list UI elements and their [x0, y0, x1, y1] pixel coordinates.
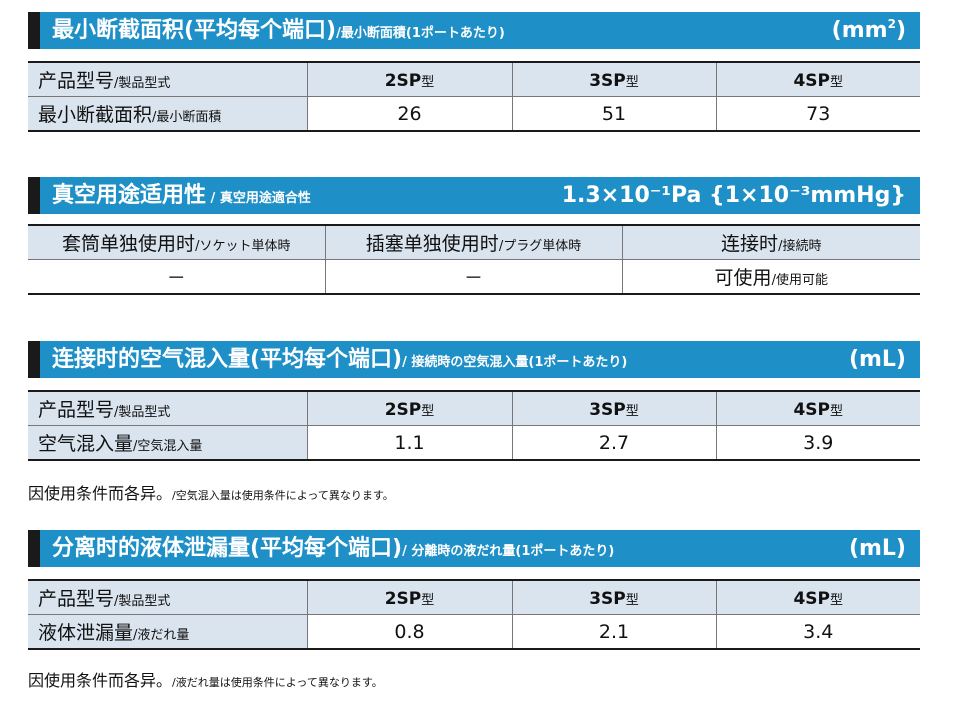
value-connected: 可使用/使用可能 [621, 259, 920, 295]
section-header-bar: 分离时的液体泄漏量(平均每个端口)/ 分離時の液だれ量(1ポートあたり) (mL… [28, 530, 920, 567]
section-title: 最小断截面积(平均每个端口)/最小断面積(1ポートあたり) [52, 18, 505, 43]
section-header-bar: 连接时的空气混入量(平均每个端口)/ 接続時の空気混入量(1ポートあたり) (m… [28, 341, 920, 378]
section-header-bar: 最小断截面积(平均每个端口)/最小断面積(1ポートあたり) (mm2) [28, 12, 920, 49]
value-cell-2sp: 0.8 [306, 614, 512, 650]
header-connected: 连接时/接続時 [621, 224, 920, 260]
header-label-cell: 产品型号/製品型式 [28, 579, 307, 615]
table-header-row: 产品型号/製品型式 2SP型 3SP型 4SP型 [28, 61, 920, 97]
value-cell-2sp: 26 [306, 96, 512, 132]
section-unit: (mm2) [831, 17, 906, 43]
model-header-4sp: 4SP型 [715, 579, 920, 615]
model-header-3sp: 3SP型 [511, 390, 716, 426]
spec-table: 产品型号/製品型式 2SP型 3SP型 4SP型 最小断截面积/最小断面積 26… [28, 61, 920, 132]
section-marker [28, 341, 40, 378]
section-unit: (mL) [848, 536, 906, 561]
value-cell-4sp: 3.4 [715, 614, 920, 650]
model-header-4sp: 4SP型 [715, 61, 920, 97]
section-unit: 1.3×10⁻¹Pa {1×10⁻³mmHg} [561, 183, 906, 208]
value-cell-4sp: 3.9 [715, 425, 920, 461]
row-label-cell: 最小断截面积/最小断面積 [28, 96, 307, 132]
model-header-2sp: 2SP型 [306, 61, 512, 97]
header-plug-only: 插塞单独使用时/プラグ単体時 [324, 224, 622, 260]
header-label-cell: 产品型号/製品型式 [28, 61, 307, 97]
section-title: 真空用途适用性 / 真空用途適合性 [52, 183, 311, 208]
spec-table: 产品型号/製品型式 2SP型 3SP型 4SP型 液体泄漏量/液だれ量 0.8 … [28, 579, 920, 650]
model-header-2sp: 2SP型 [306, 579, 512, 615]
spec-table: 产品型号/製品型式 2SP型 3SP型 4SP型 空气混入量/空気混入量 1.1… [28, 390, 920, 461]
section-unit: (mL) [848, 347, 906, 372]
section-fluid-leakage: 分离时的液体泄漏量(平均每个端口)/ 分離時の液だれ量(1ポートあたり) (mL… [28, 530, 920, 650]
value-cell-2sp: 1.1 [306, 425, 512, 461]
table-header-row: 套筒单独使用时/ソケット単体時 插塞单独使用时/プラグ単体時 连接时/接続時 [28, 224, 920, 260]
value-cell-3sp: 51 [511, 96, 716, 132]
value-plug-only: － [324, 259, 622, 295]
value-cell-3sp: 2.7 [511, 425, 716, 461]
section-vacuum-suitability: 真空用途适用性 / 真空用途適合性 1.3×10⁻¹Pa {1×10⁻³mmHg… [28, 177, 920, 295]
value-cell-3sp: 2.1 [511, 614, 716, 650]
table-row: 空气混入量/空気混入量 1.1 2.7 3.9 [28, 425, 920, 461]
model-header-4sp: 4SP型 [715, 390, 920, 426]
model-header-2sp: 2SP型 [306, 390, 512, 426]
table-header-row: 产品型号/製品型式 2SP型 3SP型 4SP型 [28, 579, 920, 615]
value-socket-only: － [28, 259, 325, 295]
table-row: － － 可使用/使用可能 [28, 259, 920, 295]
footnote-fluid-leakage: 因使用条件而各异。/液だれ量は使用条件によって異なります。 [28, 671, 383, 690]
model-header-3sp: 3SP型 [511, 579, 716, 615]
section-marker [28, 12, 40, 49]
model-header-3sp: 3SP型 [511, 61, 716, 97]
row-label-cell: 液体泄漏量/液だれ量 [28, 614, 307, 650]
section-marker [28, 530, 40, 567]
section-title: 分离时的液体泄漏量(平均每个端口)/ 分離時の液だれ量(1ポートあたり) [52, 536, 615, 561]
table-row: 最小断截面积/最小断面積 26 51 73 [28, 96, 920, 132]
header-socket-only: 套筒单独使用时/ソケット単体時 [28, 224, 325, 260]
row-label-cell: 空气混入量/空気混入量 [28, 425, 307, 461]
section-air-inclusion: 连接时的空气混入量(平均每个端口)/ 接続時の空気混入量(1ポートあたり) (m… [28, 341, 920, 461]
table-row: 液体泄漏量/液だれ量 0.8 2.1 3.4 [28, 614, 920, 650]
section-title: 连接时的空气混入量(平均每个端口)/ 接続時の空気混入量(1ポートあたり) [52, 347, 628, 372]
value-cell-4sp: 73 [715, 96, 920, 132]
section-header-bar: 真空用途适用性 / 真空用途適合性 1.3×10⁻¹Pa {1×10⁻³mmHg… [28, 177, 920, 214]
footnote-air-inclusion: 因使用条件而各异。/空気混入量は使用条件によって異なります。 [28, 484, 394, 503]
table-header-row: 产品型号/製品型式 2SP型 3SP型 4SP型 [28, 390, 920, 426]
section-marker [28, 177, 40, 214]
section-min-cross-section: 最小断截面积(平均每个端口)/最小断面積(1ポートあたり) (mm2) 产品型号… [28, 12, 920, 132]
spec-table: 套筒单独使用时/ソケット単体時 插塞单独使用时/プラグ単体時 连接时/接続時 －… [28, 224, 920, 295]
header-label-cell: 产品型号/製品型式 [28, 390, 307, 426]
